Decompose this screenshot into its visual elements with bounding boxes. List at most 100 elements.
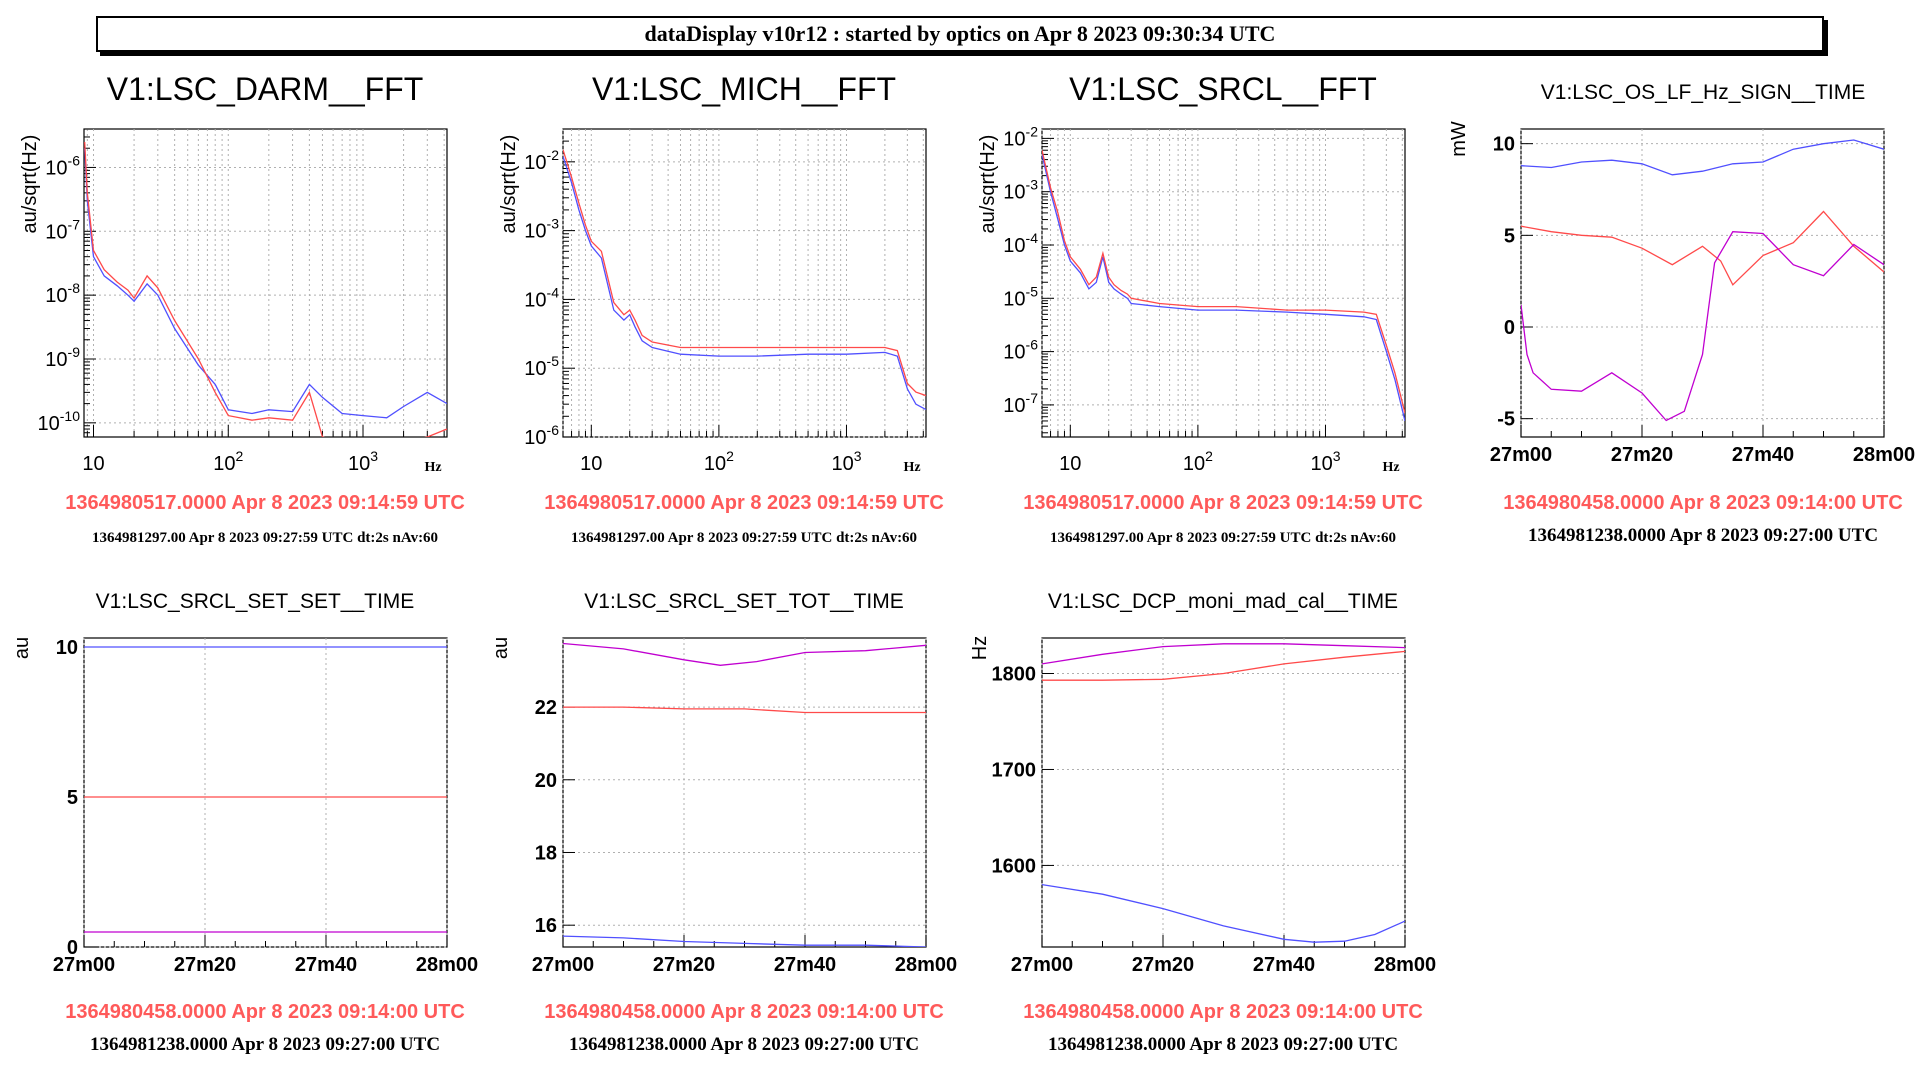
x-tick-label: 27m00	[532, 954, 594, 976]
y-tick-label: 1600	[992, 855, 1037, 877]
plot-frame	[562, 128, 927, 438]
series-line-blue	[84, 148, 447, 419]
y-tick-label: 10-7	[45, 216, 80, 243]
y-tick-label: 0	[67, 937, 78, 959]
y-tick-label: 10-6	[1003, 337, 1038, 364]
x-tick-label: 27m20	[1611, 444, 1673, 466]
end-timestamp: 1364981297.00 Apr 8 2023 09:27:59 UTC dt…	[571, 530, 917, 546]
y-tick-label: -5	[1497, 409, 1515, 431]
chart-dcp: V1:LSC_DCP_moni_mad_cal__TIME 27m00 27m20 2…	[969, 590, 1436, 1055]
series-line-red	[1521, 210, 1884, 286]
x-tick-label: 27m00	[1011, 954, 1073, 976]
x-tick-label: 28m00	[1853, 444, 1915, 466]
start-timestamp: 1364980458.0000 Apr 8 2023 09:14:00 UTC	[1023, 1001, 1423, 1023]
tick-marks	[1041, 673, 1406, 947]
start-timestamp: 1364980517.0000 Apr 8 2023 09:14:59 UTC	[65, 492, 465, 514]
chart-title: V1:LSC_DCP_moni_mad_cal__TIME	[1048, 590, 1398, 613]
y-axis-label: au/sqrt(Hz)	[977, 135, 999, 234]
x-tick-label: 28m00	[416, 954, 478, 976]
y-tick-label: 10-4	[1003, 230, 1038, 257]
x-tick-label: 27m00	[53, 954, 115, 976]
y-tick-label: 10-2	[524, 147, 559, 174]
y-tick-label: 10-8	[45, 280, 80, 307]
y-tick-label: 22	[535, 697, 557, 719]
series-line-red	[1042, 650, 1405, 681]
series-line-blue	[563, 935, 926, 947]
chart-title: V1:LSC_SRCL__FFT	[1069, 71, 1377, 107]
y-axis-label: au/sqrt(Hz)	[498, 135, 520, 234]
x-tick-label: 27m40	[774, 954, 836, 976]
y-tick-label: 1700	[992, 759, 1037, 781]
series-line-red	[563, 149, 926, 397]
series-line-blue	[1521, 139, 1884, 176]
start-timestamp: 1364980458.0000 Apr 8 2023 09:14:00 UTC	[1503, 492, 1903, 514]
y-tick-label: 10-3	[1003, 177, 1038, 204]
plot-frame	[1520, 128, 1885, 438]
y-axis-label: au	[11, 637, 33, 659]
end-timestamp: 1364981238.0000 Apr 8 2023 09:27:00 UTC	[1528, 525, 1878, 546]
x-axis-unit: Hz	[903, 460, 920, 475]
y-tick-label: 10-10	[38, 408, 81, 435]
series-line-red	[84, 141, 447, 437]
chart-darm: V1:LSC_DARM__FFT 10 102 103 10-10 10-9 10-8 10-…	[19, 71, 465, 546]
chart-title: V1:LSC_SRCL_SET_TOT__TIME	[584, 590, 903, 613]
x-tick-label: 27m00	[1490, 444, 1552, 466]
y-tick-label: 5	[67, 787, 78, 809]
series-line-red	[563, 706, 926, 714]
series-line-magenta	[1521, 231, 1884, 422]
y-tick-label: 10-6	[524, 422, 559, 449]
x-tick-label: 103	[1310, 448, 1340, 475]
y-tick-label: 10-4	[524, 284, 559, 311]
y-tick-label: 16	[535, 915, 557, 937]
end-timestamp: 1364981238.0000 Apr 8 2023 09:27:00 UTC	[1048, 1034, 1398, 1055]
chart-srcl_set: V1:LSC_SRCL_SET_SET__TIME 27m00 27m20 27m40…	[11, 590, 478, 1055]
y-tick-label: 10-3	[524, 216, 559, 243]
x-tick-label: 103	[348, 448, 378, 475]
x-axis-unit: Hz	[424, 460, 441, 475]
x-tick-label: 28m00	[1374, 954, 1436, 976]
start-timestamp: 1364980517.0000 Apr 8 2023 09:14:59 UTC	[544, 492, 944, 514]
x-tick-label: 102	[213, 448, 243, 475]
y-tick-label: 5	[1504, 225, 1515, 247]
plot-frame	[83, 128, 448, 438]
y-tick-label: 1800	[992, 664, 1037, 686]
x-tick-label: 10	[580, 453, 602, 475]
x-tick-label: 10	[82, 453, 104, 475]
chart-srcl_tot: V1:LSC_SRCL_SET_TOT__TIME 27m00 27m20 27m40…	[490, 590, 957, 1055]
tick-marks	[1520, 143, 1885, 437]
x-tick-label: 27m20	[174, 954, 236, 976]
series-line-blue	[1042, 883, 1405, 943]
y-tick-label: 10-7	[1003, 390, 1038, 417]
plot-frame	[83, 637, 448, 948]
y-tick-label: 18	[535, 842, 557, 864]
plot-frame	[1041, 637, 1406, 948]
x-tick-label: 27m20	[1132, 954, 1194, 976]
grid	[1041, 129, 1405, 437]
chart-srcl: V1:LSC_SRCL__FFT 10 102 103 10-7 10-6 10-5 10-4…	[977, 71, 1423, 546]
display-header: dataDisplay v10r12 : started by optics o…	[96, 16, 1824, 52]
series-line-blue	[563, 156, 926, 411]
series-line-magenta	[1042, 643, 1405, 665]
x-tick-label: 27m20	[653, 954, 715, 976]
chart-os_lf: V1:LSC_OS_LF_Hz_SIGN__TIME 27m00 27m20 27m4…	[1448, 81, 1915, 546]
x-tick-label: 28m00	[895, 954, 957, 976]
end-timestamp: 1364981238.0000 Apr 8 2023 09:27:00 UTC	[90, 1034, 440, 1055]
y-axis-label: au	[490, 637, 512, 659]
chart-title: V1:LSC_MICH__FFT	[592, 71, 896, 107]
y-tick-label: 10-2	[1003, 123, 1038, 150]
chart-title: V1:LSC_DARM__FFT	[107, 71, 424, 107]
x-tick-label: 27m40	[295, 954, 357, 976]
series-line-magenta	[563, 642, 926, 666]
plot-frame	[1041, 128, 1406, 438]
start-timestamp: 1364980458.0000 Apr 8 2023 09:14:00 UTC	[65, 1001, 465, 1023]
y-axis-label: mW	[1448, 121, 1470, 157]
series-line-blue	[1042, 154, 1405, 422]
series-line-red	[1042, 150, 1405, 414]
chart-mich: V1:LSC_MICH__FFT 10 102 103 10-6 10-5 10-4 10-3…	[498, 71, 944, 546]
y-tick-label: 10-5	[1003, 283, 1038, 310]
x-axis-unit: Hz	[1382, 460, 1399, 475]
start-timestamp: 1364980458.0000 Apr 8 2023 09:14:00 UTC	[544, 1001, 944, 1023]
y-axis-label: au/sqrt(Hz)	[19, 135, 41, 234]
y-tick-label: 10-5	[524, 353, 559, 380]
